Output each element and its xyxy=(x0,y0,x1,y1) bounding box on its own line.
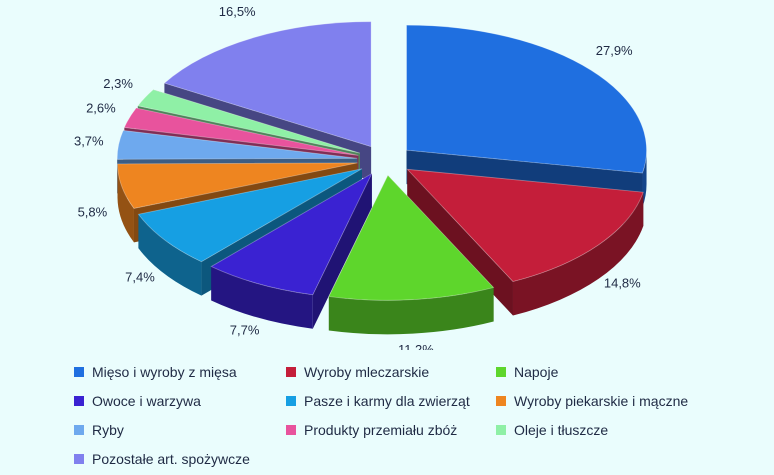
data-label: 5,8% xyxy=(78,205,108,220)
legend-swatch xyxy=(74,454,84,464)
data-label: 7,4% xyxy=(125,269,155,284)
legend-item: Napoje xyxy=(496,362,746,382)
legend-swatch xyxy=(286,425,296,435)
legend-label: Wyroby piekarskie i mączne xyxy=(514,393,689,409)
legend-item: Wyroby mleczarskie xyxy=(286,362,496,382)
legend-item: Produkty przemiału zbóż xyxy=(286,420,496,440)
slice-wall xyxy=(138,214,202,296)
legend-label: Wyroby mleczarskie xyxy=(304,364,430,380)
legend-item: Pasze i karmy dla zwierząt xyxy=(286,391,496,411)
legend-label: Napoje xyxy=(514,364,559,380)
slice-top xyxy=(210,172,373,296)
legend-swatch xyxy=(74,367,84,377)
data-label: 2,3% xyxy=(103,76,133,91)
data-label: 16,5% xyxy=(219,4,256,19)
legend-item: Owoce i warzywa xyxy=(74,391,286,411)
legend-label: Ryby xyxy=(92,422,124,438)
slice-wall xyxy=(512,192,644,316)
pie-chart: 27,9% 14,8% 11,2% 7,7% 7,4% 5,8% 3,7% 2,6% 2,3% 1… xyxy=(74,4,647,350)
slice-top xyxy=(137,89,361,154)
legend-label: Produkty przemiału zbóż xyxy=(304,422,458,438)
legend-swatch xyxy=(286,367,296,377)
pie-slice xyxy=(328,174,495,335)
legend-label: Mięso i wyroby z mięsa xyxy=(92,364,237,380)
legend-swatch xyxy=(74,396,84,406)
slice-side xyxy=(407,169,513,316)
legend-swatch xyxy=(496,367,506,377)
pie-slice xyxy=(406,168,644,316)
legend-label: Oleje i tłuszcze xyxy=(514,422,609,438)
slice-top xyxy=(117,162,358,209)
slice-top xyxy=(116,130,358,160)
legend-item: Oleje i tłuszcze xyxy=(496,420,746,440)
legend-label: Owoce i warzywa xyxy=(92,393,201,409)
slice-wall xyxy=(211,266,313,329)
data-label: 7,7% xyxy=(230,323,260,338)
slice-top xyxy=(328,174,495,301)
slice-top xyxy=(163,21,372,148)
slice-top xyxy=(406,24,647,174)
legend-label: Pasze i karmy dla zwierząt xyxy=(304,393,470,409)
legend-item: Pozostałe art. spożywcze xyxy=(74,449,286,469)
data-label: 27,9% xyxy=(596,43,633,58)
slice-top xyxy=(137,168,363,263)
legend-item: Wyroby piekarskie i mączne xyxy=(496,391,746,411)
data-label: 2,6% xyxy=(86,101,116,116)
slice-wall xyxy=(642,150,647,208)
slice-top xyxy=(123,107,359,156)
legend-item: Ryby xyxy=(74,420,286,440)
slice-wall xyxy=(117,163,134,243)
pie-slice xyxy=(210,172,373,329)
data-label: 14,8% xyxy=(604,275,641,290)
legend-swatch xyxy=(496,425,506,435)
legend-swatch xyxy=(496,396,506,406)
legend-swatch xyxy=(286,396,296,406)
legend: Mięso i wyroby z mięsa Wyroby mleczarskie… xyxy=(74,362,754,469)
slice-wall xyxy=(328,287,494,335)
data-label: 3,7% xyxy=(74,134,104,149)
legend-item: Mięso i wyroby z mięsa xyxy=(74,362,286,382)
legend-swatch xyxy=(74,425,84,435)
data-label: 11,2% xyxy=(398,342,434,350)
slice-top xyxy=(406,168,644,282)
legend-label: Pozostałe art. spożywcze xyxy=(92,451,250,467)
